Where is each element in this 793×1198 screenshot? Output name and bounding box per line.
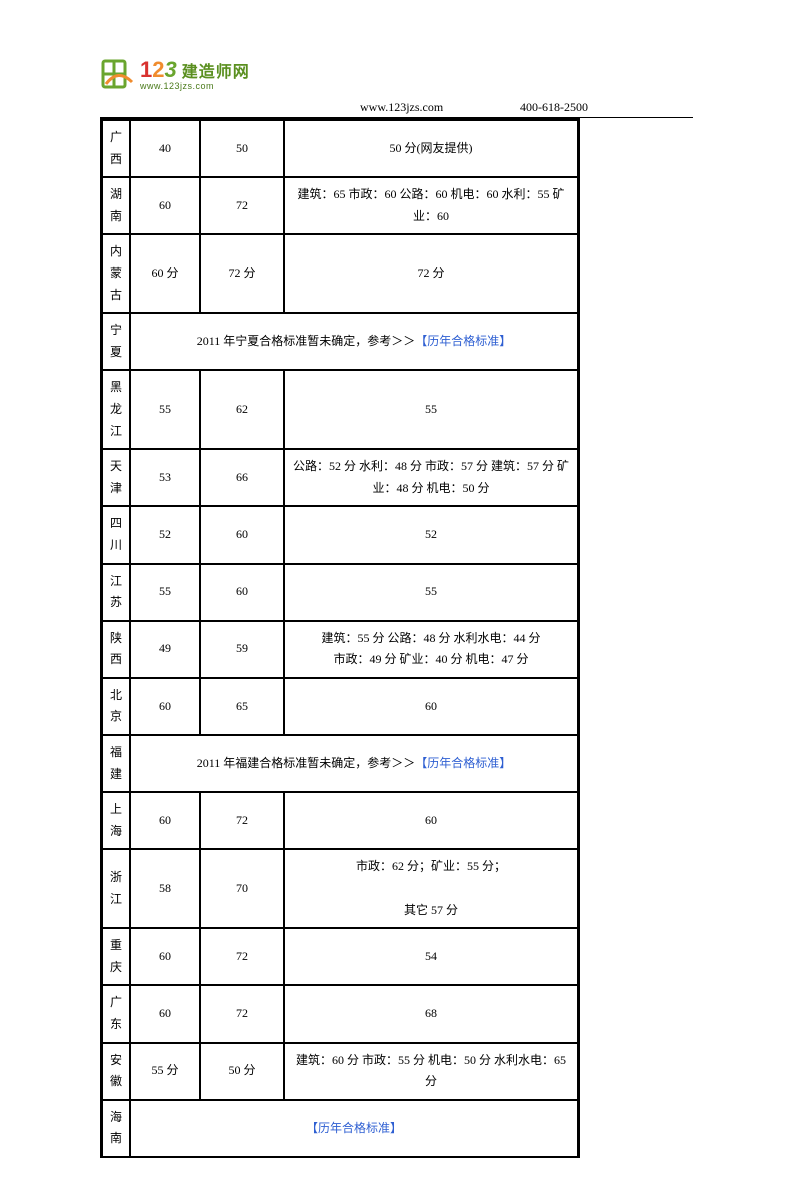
- page-header: www.123jzs.com 400-618-2500: [100, 102, 693, 118]
- history-standard-link[interactable]: 【历年合格标准】: [306, 1121, 402, 1135]
- col-a-cell: 53: [131, 450, 201, 507]
- region-cell: 广东: [103, 986, 131, 1043]
- col-a-cell: 58: [131, 850, 201, 929]
- table-row: 黑龙江556255: [103, 371, 580, 450]
- col-a-cell: 40: [131, 121, 201, 178]
- table-row: 四川526052: [103, 507, 580, 564]
- logo-cn-text: 建造师网: [182, 64, 250, 81]
- col-b-cell: 66: [201, 450, 285, 507]
- table-row: 浙江5870市政：62 分；矿业：55 分； 其它 57 分: [103, 850, 580, 929]
- col-b-cell: 65: [201, 679, 285, 736]
- col-b-cell: 59: [201, 622, 285, 679]
- region-cell: 宁夏: [103, 314, 131, 371]
- site-logo: 1 2 3 建造师网 www.123jzs.com: [100, 58, 250, 92]
- table-row: 北京606560: [103, 679, 580, 736]
- table-row: 福建2011 年福建合格标准暂未确定，参考＞＞【历年合格标准】: [103, 736, 580, 793]
- col-c-cell: 68: [285, 986, 580, 1043]
- col-b-cell: 70: [201, 850, 285, 929]
- col-b-cell: 60: [201, 565, 285, 622]
- merged-note-cell: 2011 年宁夏合格标准暂未确定，参考＞＞【历年合格标准】: [131, 314, 580, 371]
- col-c-cell: 72 分: [285, 235, 580, 314]
- col-a-cell: 60: [131, 178, 201, 235]
- table-row: 天津5366公路：52 分 水利：48 分 市政：57 分 建筑：57 分 矿业…: [103, 450, 580, 507]
- region-cell: 福建: [103, 736, 131, 793]
- col-c-cell: 建筑：60 分 市政：55 分 机电：50 分 水利水电：65 分: [285, 1044, 580, 1101]
- col-c-cell: 52: [285, 507, 580, 564]
- col-a-cell: 60: [131, 793, 201, 850]
- col-a-cell: 55: [131, 371, 201, 450]
- merged-note-cell: 【历年合格标准】: [131, 1101, 580, 1158]
- col-b-cell: 50 分: [201, 1044, 285, 1101]
- col-a-cell: 60: [131, 986, 201, 1043]
- col-a-cell: 60 分: [131, 235, 201, 314]
- logo-123: 1 2 3: [140, 59, 177, 81]
- col-c-cell: 公路：52 分 水利：48 分 市政：57 分 建筑：57 分 矿业：48 分 …: [285, 450, 580, 507]
- history-standard-link[interactable]: 【历年合格标准】: [415, 756, 511, 770]
- col-c-cell: 55: [285, 565, 580, 622]
- col-a-cell: 49: [131, 622, 201, 679]
- logo-mark-icon: [100, 58, 138, 92]
- table-row: 广西405050 分(网友提供): [103, 121, 580, 178]
- col-c-cell: 建筑：55 分 公路：48 分 水利水电：44 分市政：49 分 矿业：40 分…: [285, 622, 580, 679]
- col-c-cell: 55: [285, 371, 580, 450]
- col-c-cell: 60: [285, 793, 580, 850]
- col-b-cell: 72: [201, 986, 285, 1043]
- table-row: 宁夏2011 年宁夏合格标准暂未确定，参考＞＞【历年合格标准】: [103, 314, 580, 371]
- col-b-cell: 50: [201, 121, 285, 178]
- table-row: 广东607268: [103, 986, 580, 1043]
- region-cell: 海南: [103, 1101, 131, 1158]
- region-cell: 上海: [103, 793, 131, 850]
- region-cell: 浙江: [103, 850, 131, 929]
- region-cell: 湖南: [103, 178, 131, 235]
- merged-note-cell: 2011 年福建合格标准暂未确定，参考＞＞【历年合格标准】: [131, 736, 580, 793]
- col-c-cell: 50 分(网友提供): [285, 121, 580, 178]
- header-url: www.123jzs.com: [360, 100, 443, 115]
- table-row: 湖南6072建筑：65 市政：60 公路：60 机电：60 水利：55 矿业：6…: [103, 178, 580, 235]
- region-cell: 安徽: [103, 1044, 131, 1101]
- region-cell: 北京: [103, 679, 131, 736]
- col-c-cell: 60: [285, 679, 580, 736]
- col-a-cell: 60: [131, 929, 201, 986]
- header-phone: 400-618-2500: [520, 100, 588, 115]
- col-b-cell: 72: [201, 793, 285, 850]
- history-standard-link[interactable]: 【历年合格标准】: [415, 334, 511, 348]
- col-a-cell: 55 分: [131, 1044, 201, 1101]
- col-b-cell: 60: [201, 507, 285, 564]
- table-row: 内蒙古60 分72 分72 分: [103, 235, 580, 314]
- region-cell: 黑龙江: [103, 371, 131, 450]
- col-b-cell: 72 分: [201, 235, 285, 314]
- score-table: 广西405050 分(网友提供)湖南6072建筑：65 市政：60 公路：60 …: [100, 118, 580, 1158]
- col-a-cell: 55: [131, 565, 201, 622]
- col-c-cell: 54: [285, 929, 580, 986]
- table-row: 重庆607254: [103, 929, 580, 986]
- table-row: 陕西4959建筑：55 分 公路：48 分 水利水电：44 分市政：49 分 矿…: [103, 622, 580, 679]
- region-cell: 天津: [103, 450, 131, 507]
- col-c-cell: 市政：62 分；矿业：55 分； 其它 57 分: [285, 850, 580, 929]
- col-c-cell: 建筑：65 市政：60 公路：60 机电：60 水利：55 矿业：60: [285, 178, 580, 235]
- table-row: 江苏556055: [103, 565, 580, 622]
- region-cell: 广西: [103, 121, 131, 178]
- region-cell: 陕西: [103, 622, 131, 679]
- col-a-cell: 52: [131, 507, 201, 564]
- table-row: 海南 【历年合格标准】: [103, 1101, 580, 1158]
- region-cell: 重庆: [103, 929, 131, 986]
- col-b-cell: 62: [201, 371, 285, 450]
- region-cell: 江苏: [103, 565, 131, 622]
- col-b-cell: 72: [201, 929, 285, 986]
- col-a-cell: 60: [131, 679, 201, 736]
- col-b-cell: 72: [201, 178, 285, 235]
- table-row: 上海607260: [103, 793, 580, 850]
- region-cell: 四川: [103, 507, 131, 564]
- region-cell: 内蒙古: [103, 235, 131, 314]
- logo-url: www.123jzs.com: [140, 82, 250, 91]
- table-row: 安徽55 分50 分建筑：60 分 市政：55 分 机电：50 分 水利水电：6…: [103, 1044, 580, 1101]
